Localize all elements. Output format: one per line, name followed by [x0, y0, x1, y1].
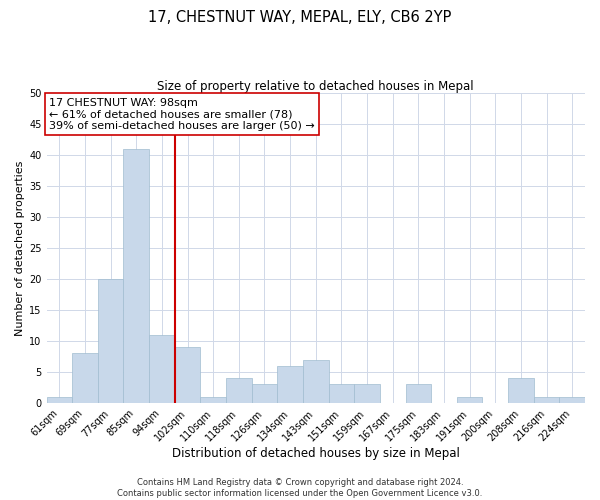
Bar: [277, 366, 303, 403]
Bar: [508, 378, 534, 403]
Bar: [251, 384, 277, 403]
Bar: [124, 149, 149, 403]
Bar: [303, 360, 329, 403]
Text: 17, CHESTNUT WAY, MEPAL, ELY, CB6 2YP: 17, CHESTNUT WAY, MEPAL, ELY, CB6 2YP: [148, 10, 452, 25]
Bar: [98, 279, 124, 403]
Bar: [559, 397, 585, 403]
Title: Size of property relative to detached houses in Mepal: Size of property relative to detached ho…: [157, 80, 474, 93]
Bar: [329, 384, 354, 403]
Bar: [354, 384, 380, 403]
Bar: [47, 397, 72, 403]
Bar: [72, 354, 98, 403]
Bar: [175, 347, 200, 403]
Y-axis label: Number of detached properties: Number of detached properties: [15, 160, 25, 336]
Bar: [149, 335, 175, 403]
Bar: [226, 378, 251, 403]
Text: Contains HM Land Registry data © Crown copyright and database right 2024.
Contai: Contains HM Land Registry data © Crown c…: [118, 478, 482, 498]
Bar: [534, 397, 559, 403]
Bar: [406, 384, 431, 403]
Text: 17 CHESTNUT WAY: 98sqm
← 61% of detached houses are smaller (78)
39% of semi-det: 17 CHESTNUT WAY: 98sqm ← 61% of detached…: [49, 98, 315, 131]
X-axis label: Distribution of detached houses by size in Mepal: Distribution of detached houses by size …: [172, 447, 460, 460]
Bar: [200, 397, 226, 403]
Bar: [457, 397, 482, 403]
